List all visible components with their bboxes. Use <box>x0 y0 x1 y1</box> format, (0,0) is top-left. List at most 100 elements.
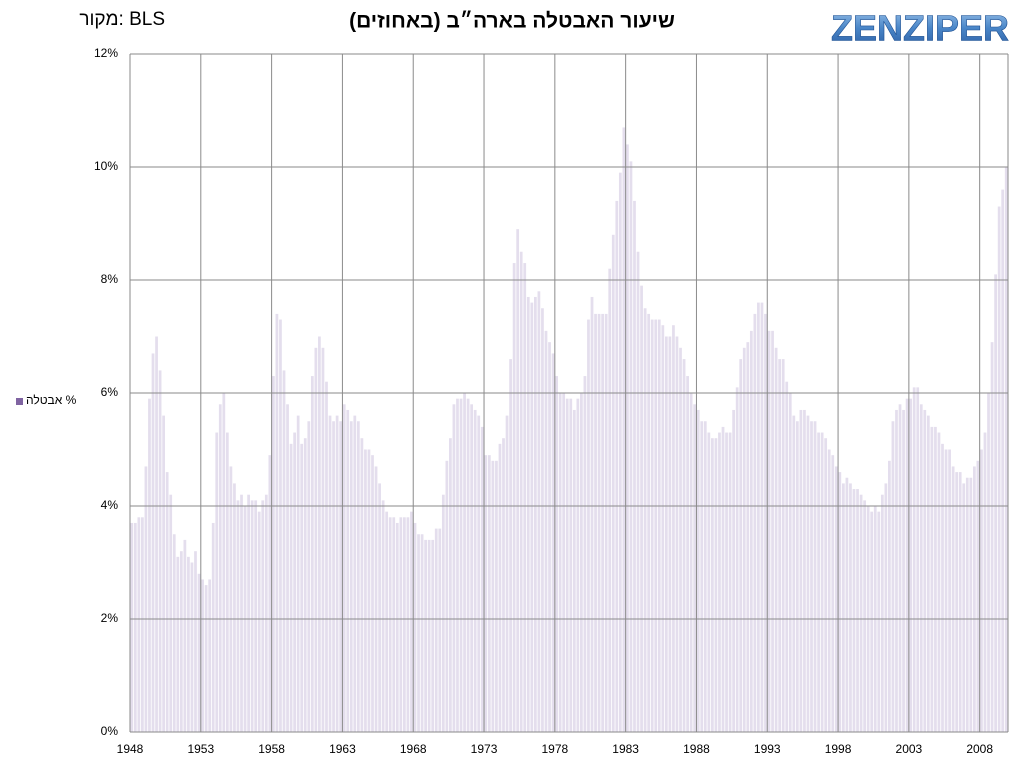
bar <box>417 534 420 732</box>
bar <box>165 472 169 732</box>
bar <box>749 330 753 732</box>
x-tick-label: 2008 <box>966 742 993 756</box>
bar <box>753 313 757 732</box>
bar <box>845 477 849 732</box>
bar <box>895 409 898 732</box>
bar <box>254 500 258 732</box>
bar <box>739 359 743 732</box>
bar <box>272 376 275 732</box>
bar <box>859 494 863 732</box>
x-tick-label: 1983 <box>612 742 639 756</box>
bar <box>856 489 859 732</box>
bar <box>204 585 208 732</box>
bar <box>771 330 774 732</box>
bar <box>820 432 824 732</box>
bar <box>799 409 803 732</box>
bar <box>381 500 385 732</box>
bar <box>972 466 976 732</box>
bar <box>346 409 350 732</box>
bar <box>286 404 289 732</box>
bar <box>615 200 619 732</box>
bar <box>601 313 605 732</box>
bar <box>441 494 445 732</box>
bar <box>130 522 134 732</box>
bar <box>158 370 162 732</box>
bar <box>580 393 583 732</box>
bar <box>487 455 491 732</box>
bar <box>810 421 813 732</box>
bar <box>505 415 509 732</box>
bar <box>526 296 530 732</box>
bar <box>728 432 732 732</box>
bar <box>640 285 643 732</box>
bar <box>636 251 640 732</box>
bar <box>300 443 304 732</box>
bar <box>438 528 442 732</box>
bar <box>891 421 895 732</box>
bar <box>275 313 279 732</box>
bar <box>296 415 300 732</box>
bar <box>838 472 842 732</box>
bar <box>813 421 817 732</box>
bar <box>923 409 927 732</box>
bar <box>877 511 881 732</box>
bar <box>668 336 672 732</box>
bar <box>190 562 194 732</box>
bar <box>597 313 601 732</box>
bar <box>463 393 466 732</box>
bar <box>314 347 318 732</box>
bar <box>449 438 452 732</box>
bar <box>965 477 969 732</box>
bar <box>530 302 534 732</box>
bar <box>696 409 700 732</box>
bar <box>587 319 590 732</box>
bar <box>898 404 902 732</box>
bar <box>781 359 785 732</box>
bar <box>466 398 470 732</box>
bar <box>969 477 973 732</box>
bar <box>626 144 629 732</box>
bar <box>392 517 396 732</box>
bar <box>725 432 728 732</box>
bar <box>328 415 332 732</box>
bar <box>888 460 891 732</box>
bar <box>261 500 265 732</box>
x-tick-label: 1978 <box>541 742 568 756</box>
bar <box>657 319 661 732</box>
bar <box>250 500 254 732</box>
x-tick-label: 1973 <box>471 742 498 756</box>
bar <box>367 449 371 732</box>
bar <box>512 263 516 732</box>
bar <box>169 494 173 732</box>
bar <box>310 376 314 732</box>
bar <box>774 347 778 732</box>
bar <box>332 421 335 732</box>
bar <box>388 517 392 732</box>
bar <box>863 500 866 732</box>
bar <box>675 336 679 732</box>
bar <box>664 336 668 732</box>
bar <box>764 313 767 732</box>
bar <box>339 421 343 732</box>
bar <box>155 336 158 732</box>
bar <box>282 370 286 732</box>
bar <box>516 229 520 732</box>
bar <box>519 251 523 732</box>
bar <box>672 325 675 732</box>
bar <box>569 398 573 732</box>
bar <box>682 359 686 732</box>
bar <box>834 466 838 732</box>
bar <box>870 511 874 732</box>
bar <box>533 296 537 732</box>
bar <box>767 330 771 732</box>
bar <box>247 494 250 732</box>
bar <box>183 539 187 732</box>
bar <box>590 296 594 732</box>
bar <box>711 438 714 732</box>
bar <box>452 404 456 732</box>
bar <box>849 483 852 732</box>
bar <box>994 274 997 732</box>
bar <box>958 472 962 732</box>
bar <box>201 579 204 732</box>
